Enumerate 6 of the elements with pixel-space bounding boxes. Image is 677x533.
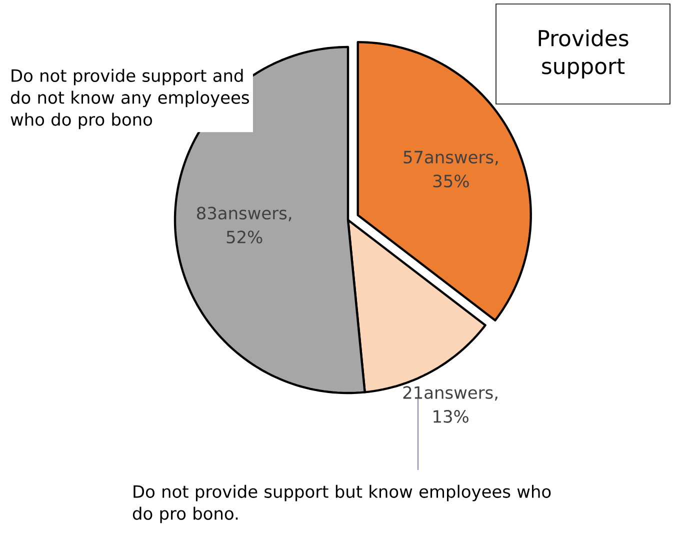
- data-label: 21answers, 13%: [403, 386, 498, 423]
- slice-label: Do not provide support but know employees who do pro bono.: [132, 484, 551, 524]
- data-label: 57answers, 35%: [404, 150, 498, 188]
- slice-label: Do not provide support and do not know any employees who do pro bono: [10, 68, 249, 130]
- slice-label: Provides support: [538, 29, 628, 79]
- data-label: 83answers, 52%: [197, 206, 292, 244]
